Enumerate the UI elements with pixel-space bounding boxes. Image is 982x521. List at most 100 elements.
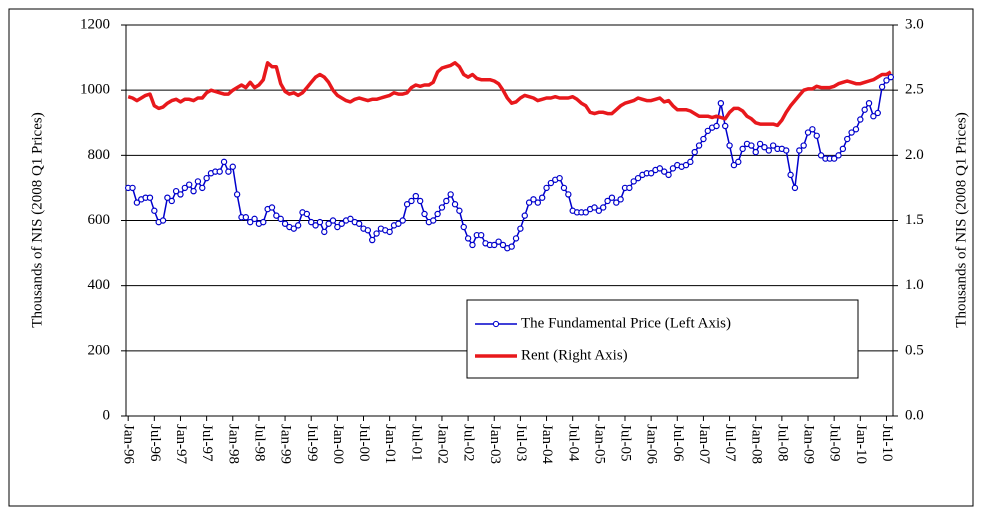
y2-tick-label: 3.0 bbox=[905, 16, 924, 32]
legend-label: Rent (Right Axis) bbox=[521, 347, 628, 363]
point-marker bbox=[656, 165, 664, 172]
point-marker bbox=[251, 215, 258, 223]
point-marker bbox=[334, 223, 341, 231]
x-tick-label: Jan-98 bbox=[225, 424, 241, 464]
point-marker bbox=[634, 174, 642, 182]
point-marker bbox=[861, 106, 868, 113]
point-marker bbox=[517, 225, 524, 232]
point-marker bbox=[464, 235, 472, 242]
point-marker bbox=[704, 127, 711, 135]
point-marker bbox=[451, 201, 459, 208]
point-marker bbox=[800, 142, 807, 149]
point-marker bbox=[190, 187, 197, 195]
point-marker bbox=[848, 129, 855, 136]
point-marker bbox=[447, 191, 454, 198]
point-marker bbox=[835, 152, 842, 159]
x-tick-label: Jul-98 bbox=[251, 424, 267, 462]
point-marker bbox=[560, 184, 568, 192]
plot-frame bbox=[125, 24, 894, 417]
point-marker bbox=[556, 174, 563, 182]
point-marker bbox=[839, 145, 847, 153]
point-marker bbox=[177, 191, 184, 198]
point-marker bbox=[438, 204, 446, 211]
point-marker bbox=[512, 235, 520, 242]
point-marker bbox=[408, 197, 415, 205]
point-marker bbox=[325, 220, 332, 227]
point-marker bbox=[787, 171, 794, 179]
point-marker bbox=[817, 152, 825, 159]
point-marker bbox=[582, 209, 589, 216]
x-tick-label: Jul-99 bbox=[304, 424, 320, 462]
point-marker bbox=[185, 181, 193, 188]
x-tick-label: Jul-03 bbox=[513, 424, 529, 462]
point-marker bbox=[595, 207, 603, 214]
point-marker bbox=[220, 158, 228, 166]
point-marker bbox=[748, 142, 755, 149]
point-marker bbox=[783, 147, 790, 154]
point-marker bbox=[717, 99, 725, 107]
point-marker bbox=[199, 184, 206, 192]
point-marker bbox=[722, 122, 729, 130]
y-tick-label: 1200 bbox=[80, 16, 110, 32]
point-marker bbox=[739, 145, 746, 153]
point-marker bbox=[329, 217, 337, 224]
point-marker bbox=[700, 135, 707, 143]
point-marker bbox=[133, 199, 141, 206]
y2-axis-label: Thousands of NIS (2008 Q1 Prices) bbox=[953, 112, 969, 327]
point-marker bbox=[443, 197, 450, 205]
point-marker bbox=[809, 126, 816, 133]
point-marker bbox=[682, 161, 690, 169]
legend-label: The Fundamental Price (Left Axis) bbox=[521, 315, 731, 331]
x-tick-label: Jul-00 bbox=[356, 424, 372, 462]
point-marker bbox=[242, 214, 250, 221]
x-tick-label: Jul-10 bbox=[879, 424, 895, 462]
x-tick-label: Jan-99 bbox=[278, 424, 294, 464]
point-marker bbox=[146, 194, 154, 201]
point-marker bbox=[364, 227, 372, 234]
point-marker bbox=[412, 192, 420, 200]
x-tick-label: Jan-05 bbox=[591, 424, 607, 464]
point-marker bbox=[857, 116, 864, 123]
x-tick-label: Jan-07 bbox=[696, 424, 712, 464]
x-tick-label: Jan-04 bbox=[539, 424, 555, 464]
point-marker bbox=[386, 228, 393, 236]
y-tick-label: 800 bbox=[88, 147, 111, 163]
y-tick-label: 400 bbox=[88, 277, 111, 293]
point-marker bbox=[416, 197, 424, 205]
point-marker bbox=[547, 179, 555, 187]
point-marker bbox=[194, 178, 202, 185]
x-tick-label: Jan-97 bbox=[173, 424, 189, 464]
point-marker bbox=[613, 199, 620, 206]
point-marker bbox=[665, 171, 672, 179]
point-marker bbox=[233, 191, 241, 198]
point-marker bbox=[525, 199, 533, 206]
x-tick-label: Jul-08 bbox=[774, 424, 790, 462]
point-marker bbox=[735, 158, 742, 166]
x-tick-label: Jan-01 bbox=[382, 424, 398, 464]
point-marker bbox=[321, 228, 328, 236]
x-tick-label: Jul-04 bbox=[565, 424, 581, 462]
point-marker bbox=[508, 243, 515, 250]
point-marker bbox=[874, 109, 881, 117]
point-marker bbox=[691, 148, 698, 156]
point-marker bbox=[347, 215, 354, 223]
point-marker bbox=[216, 168, 223, 175]
point-marker bbox=[316, 218, 324, 226]
point-marker bbox=[756, 140, 764, 148]
y-tick-label: 600 bbox=[88, 212, 111, 228]
point-marker bbox=[164, 194, 171, 201]
x-tick-label: Jan-03 bbox=[487, 424, 503, 464]
point-marker bbox=[268, 204, 276, 211]
point-marker bbox=[229, 163, 236, 170]
point-marker bbox=[804, 129, 812, 136]
point-marker bbox=[844, 135, 851, 143]
point-marker bbox=[181, 184, 189, 192]
point-marker bbox=[247, 218, 254, 226]
point-marker bbox=[530, 196, 537, 203]
point-marker bbox=[421, 210, 428, 218]
point-marker bbox=[830, 155, 838, 162]
point-marker bbox=[626, 184, 633, 192]
point-marker bbox=[434, 210, 441, 218]
point-marker bbox=[630, 178, 637, 185]
